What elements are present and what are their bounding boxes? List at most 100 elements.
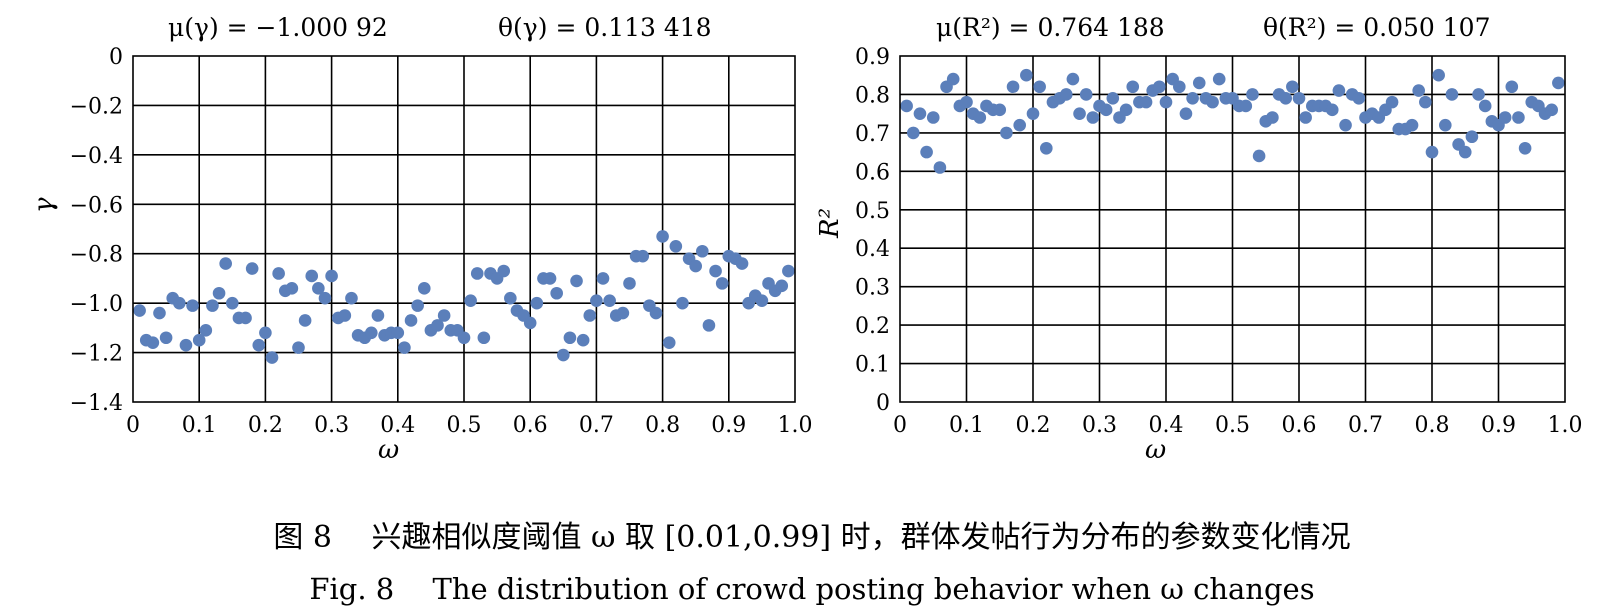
gamma-data-point — [782, 264, 795, 278]
gamma-data-point — [173, 296, 186, 310]
r2-data-point — [993, 103, 1007, 117]
gamma-scatter-chart: μ(γ) = −1.000 92 θ(γ) = 0.113 418 0 0.1 0.… — [29, 13, 813, 465]
gamma-data-point — [345, 291, 358, 305]
gamma-data-point — [292, 341, 305, 354]
gamma-data-point — [245, 262, 259, 275]
gamma-mean-stat: μ(γ) = −1.000 92 — [168, 13, 388, 42]
gamma-data-point — [259, 326, 272, 340]
r2-y-tick-label: 0.1 — [855, 353, 890, 378]
r2-y-tick-label: 0.6 — [855, 160, 890, 185]
r2-data-point — [1159, 95, 1173, 109]
gamma-data-point — [676, 296, 689, 310]
r2-data-point — [1066, 72, 1080, 86]
gamma-data-point — [504, 291, 517, 305]
r2-data-point — [1173, 80, 1186, 94]
r2-data-point — [1073, 107, 1086, 120]
r2-data-point — [1033, 80, 1046, 94]
gamma-y-tick-label: −0.4 — [70, 144, 123, 169]
gamma-x-tick-label: 0.1 — [182, 413, 217, 438]
gamma-data-point — [398, 341, 411, 354]
gamma-data-point — [576, 333, 590, 347]
r2-data-point — [1279, 91, 1292, 105]
r2-y-tick-label: 0.2 — [855, 314, 890, 339]
gamma-points — [133, 230, 795, 364]
gamma-x-tick-label: 0.9 — [711, 413, 746, 438]
gamma-data-point — [696, 244, 709, 258]
gamma-data-point — [669, 240, 683, 253]
gamma-y-tick-label: −0.8 — [70, 243, 123, 268]
gamma-data-point — [563, 331, 577, 345]
gamma-data-point — [338, 309, 352, 322]
gamma-x-axis-label: ω — [378, 435, 399, 465]
gamma-data-point — [159, 331, 173, 345]
r2-x-tick-label: 0.8 — [1415, 413, 1450, 438]
r2-gridlines — [900, 56, 1565, 402]
r2-data-point — [1099, 103, 1113, 117]
r2-data-point — [946, 72, 960, 86]
gamma-data-point — [775, 279, 789, 293]
gamma-data-point — [570, 274, 583, 288]
gamma-data-point — [689, 259, 702, 273]
r2-data-point — [1119, 103, 1133, 117]
r2-y-tick-label: 0.4 — [855, 237, 890, 262]
gamma-y-tick-label: 0 — [109, 45, 123, 70]
r2-x-tick-label: 0.1 — [949, 413, 984, 438]
gamma-gridlines — [133, 56, 795, 402]
r2-data-point — [900, 99, 913, 113]
r2-x-tick-label: 0.7 — [1348, 413, 1383, 438]
gamma-x-tick-label: 0.8 — [645, 413, 680, 438]
gamma-data-point — [530, 296, 544, 310]
r2-data-point — [1498, 111, 1512, 124]
r2-y-axis-label: R² — [815, 208, 845, 239]
r2-data-point — [1026, 107, 1040, 120]
r2-data-point — [933, 161, 947, 174]
gamma-data-point — [709, 264, 722, 278]
gamma-data-point — [252, 338, 266, 352]
r2-data-point — [1153, 80, 1166, 94]
gamma-data-point — [285, 282, 299, 295]
gamma-data-point — [636, 249, 650, 263]
r2-x-tick-label: 0.9 — [1481, 413, 1516, 438]
r2-data-point — [1518, 141, 1532, 155]
gamma-data-point — [437, 309, 451, 322]
r2-data-point — [973, 111, 987, 124]
gamma-data-point — [596, 272, 610, 285]
gamma-data-point — [219, 257, 232, 270]
r2-data-point — [1252, 149, 1266, 163]
gamma-data-point — [457, 331, 471, 345]
r2-data-point — [1332, 84, 1346, 97]
r2-x-tick-label: 0 — [893, 413, 907, 438]
r2-data-point — [1299, 111, 1312, 124]
r2-data-point — [1412, 84, 1425, 97]
r2-data-point — [1192, 76, 1206, 90]
r2-data-point — [1266, 111, 1279, 124]
r2-sd-stat: θ(R²) = 0.050 107 — [1263, 13, 1490, 42]
r2-data-point — [1445, 88, 1459, 101]
gamma-x-tick-label: 0.6 — [513, 413, 548, 438]
gamma-data-point — [371, 309, 385, 322]
r2-data-point — [1006, 80, 1020, 94]
r2-data-point — [1106, 91, 1120, 105]
gamma-data-point — [133, 304, 146, 317]
gamma-data-point — [226, 296, 239, 310]
r2-data-point — [1505, 80, 1519, 94]
gamma-data-point — [656, 230, 669, 243]
r2-y-tick-label: 0.5 — [855, 199, 890, 224]
r2-data-point — [1212, 72, 1226, 86]
gamma-data-point — [550, 286, 563, 300]
r2-y-tick-label: 0.8 — [855, 83, 890, 108]
gamma-x-tick-label: 1.0 — [778, 413, 813, 438]
gamma-data-point — [265, 351, 279, 364]
gamma-data-point — [497, 264, 511, 278]
r2-data-point — [1246, 88, 1259, 101]
gamma-data-point — [298, 314, 312, 327]
gamma-x-tick-label: 0.7 — [579, 413, 614, 438]
r2-x-tick-label: 0.3 — [1082, 413, 1117, 438]
gamma-y-tick-label: −1.0 — [70, 292, 123, 317]
gamma-data-point — [623, 277, 636, 290]
gamma-data-point — [199, 324, 213, 337]
gamma-data-point — [662, 336, 676, 349]
gamma-y-tick-label: −0.6 — [70, 193, 123, 218]
gamma-data-point — [477, 331, 491, 345]
gamma-data-point — [312, 282, 325, 295]
